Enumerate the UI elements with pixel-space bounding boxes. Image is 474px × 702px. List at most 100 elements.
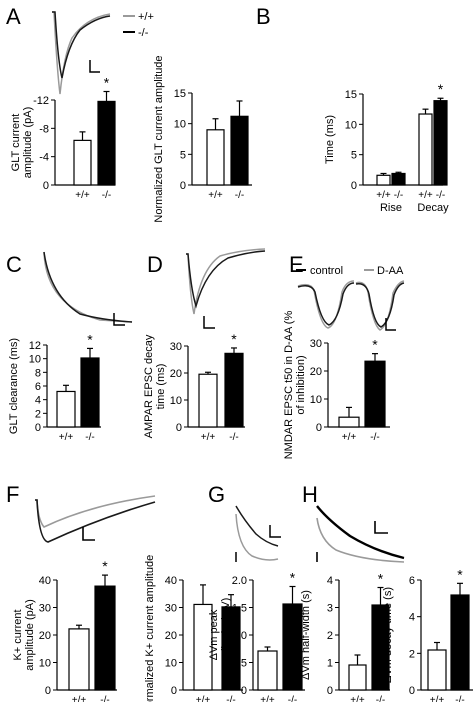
x-tick-label: -/-: [394, 190, 403, 201]
bar-ko: [80, 357, 100, 428]
y-axis-label: Normalized K+ current amplitude: [144, 555, 156, 702]
x-tick-label: -/-: [455, 695, 464, 702]
y-tick-label: 2.0: [232, 575, 247, 587]
y-tick-label: 10: [345, 119, 357, 131]
y-tick-label: 5: [180, 149, 186, 161]
significance-star: *: [378, 571, 384, 587]
chart-h-left: 0 1 2 3 4 ΔVm half-width (s) +/+ -/- *: [300, 571, 390, 702]
y-axis-label: ΔVm decay time (s): [382, 587, 394, 683]
y-axis-label: Time (ms): [324, 115, 336, 164]
bar-wt: [418, 113, 433, 186]
bar-ko: [224, 352, 244, 428]
y-tick-label: 0: [180, 180, 186, 192]
bar-ko: [433, 100, 448, 186]
x-tick-label: -/-: [102, 190, 111, 201]
y-tick-label: 10: [310, 394, 322, 406]
bar-ko: [230, 115, 249, 186]
bar-wt: [56, 390, 76, 428]
y-axis-label: Normalized GLT current amplitude: [153, 55, 165, 222]
bar-wt: [257, 650, 278, 691]
y-tick-label: 8: [35, 367, 41, 379]
y-tick-label: -8: [39, 123, 49, 135]
bar-wt: [198, 373, 218, 428]
y-axis-label: GLT current: [10, 114, 22, 172]
y-tick-label: 20: [170, 368, 182, 380]
y-tick-label: 0: [351, 180, 357, 192]
x-tick-label: -/-: [436, 190, 445, 201]
x-tick-label: -/-: [235, 190, 244, 201]
x-tick-label: +/+: [376, 190, 391, 201]
x-tick-label: -/-: [226, 695, 235, 702]
y-tick-label: 5: [351, 150, 357, 162]
chart-a-right: 0 5 10 15 Normalized GLT current amplitude +/…: [153, 55, 252, 223]
significance-star: *: [87, 331, 93, 347]
significance-star: *: [372, 337, 378, 353]
x-tick-label: +/+: [342, 432, 357, 443]
y-tick-label: 3: [327, 603, 333, 615]
bar-ko: [94, 585, 116, 691]
y-axis-label: GLT clearance (ms): [8, 338, 20, 434]
bar-wt: [73, 139, 92, 186]
panel-label-h: H: [302, 482, 318, 507]
legend-daa-label: D-AA: [377, 265, 404, 277]
bar-wt: [68, 628, 90, 691]
x-tick-label: +/+: [201, 432, 216, 443]
y-tick-label: -12: [33, 95, 49, 107]
y-tick-label: 1: [327, 658, 333, 670]
y-tick-label: 10: [39, 658, 51, 670]
y-tick-label: 0: [35, 422, 41, 434]
group-label: Decay: [417, 202, 449, 214]
y-tick-label: 0: [171, 685, 177, 697]
y-tick-label: 0: [316, 422, 322, 434]
chart-c: 0 24 6 810 12 GLT clearance (ms) +/+ -/- *: [8, 331, 101, 443]
bar-wt: [427, 649, 447, 691]
x-tick-label: -/-: [288, 695, 297, 702]
y-tick-label: 10: [29, 354, 41, 366]
x-tick-label: -/-: [100, 695, 109, 702]
y-axis-label: time (ms): [155, 364, 167, 410]
y-axis-label: of inhibition): [295, 355, 307, 414]
y-tick-label: 20: [39, 630, 51, 642]
significance-star: *: [438, 81, 444, 97]
y-tick-label: 0: [43, 180, 49, 192]
x-tick-label: -/-: [85, 432, 94, 443]
y-tick-label: 10: [174, 119, 186, 131]
bar-wt: [348, 664, 367, 691]
y-tick-label: 30: [170, 341, 182, 353]
x-tick-label: +/+: [72, 695, 87, 702]
legend-ko-label: -/-: [138, 27, 149, 39]
significance-star: *: [102, 558, 108, 574]
y-tick-label: 10: [170, 395, 182, 407]
y-tick-label: 0: [241, 685, 247, 697]
x-tick-label: -/-: [370, 432, 379, 443]
chart-d: 0 10 20 30 AMPAR EPSC decay time (ms) +/+ -/- *: [143, 331, 245, 443]
panel-label-e: E: [289, 252, 304, 277]
y-tick-label: 2: [409, 648, 415, 660]
y-tick-label: 20: [165, 630, 177, 642]
y-axis-label: amplitude (pA): [22, 107, 34, 179]
y-tick-label: 4: [409, 612, 415, 624]
legend-control-label: control: [310, 265, 343, 277]
y-tick-label: 12: [29, 340, 41, 352]
trace-g: [235, 505, 281, 562]
y-tick-label: 0.5: [232, 658, 247, 670]
y-tick-label: 10: [165, 658, 177, 670]
significance-star: *: [104, 75, 110, 91]
trace-f: [35, 495, 156, 543]
x-tick-label: +/+: [260, 695, 275, 702]
group-label: Rise: [380, 202, 402, 214]
chart-a-left: 0 -4 -8 -12 GLT current amplitude (pA) +/+ -/- *: [10, 75, 116, 201]
x-tick-label: +/+: [208, 190, 223, 201]
chart-f-left: 0 10 20 30 40 K+ current amplitude (pA) +/+ -/- *: [12, 558, 117, 702]
y-tick-label: 40: [165, 575, 177, 587]
significance-star: *: [231, 331, 237, 347]
y-axis-label: AMPAR EPSC decay: [143, 334, 155, 438]
x-tick-label: +/+: [196, 695, 211, 702]
y-tick-label: 15: [345, 89, 357, 101]
trace-d: [186, 248, 266, 329]
panel-label-c: C: [6, 252, 22, 277]
chart-e: 0 10 20 30 NMDAR EPSC t50 in D-AA (% of inhib…: [283, 311, 390, 459]
y-tick-label: -4: [39, 152, 49, 164]
